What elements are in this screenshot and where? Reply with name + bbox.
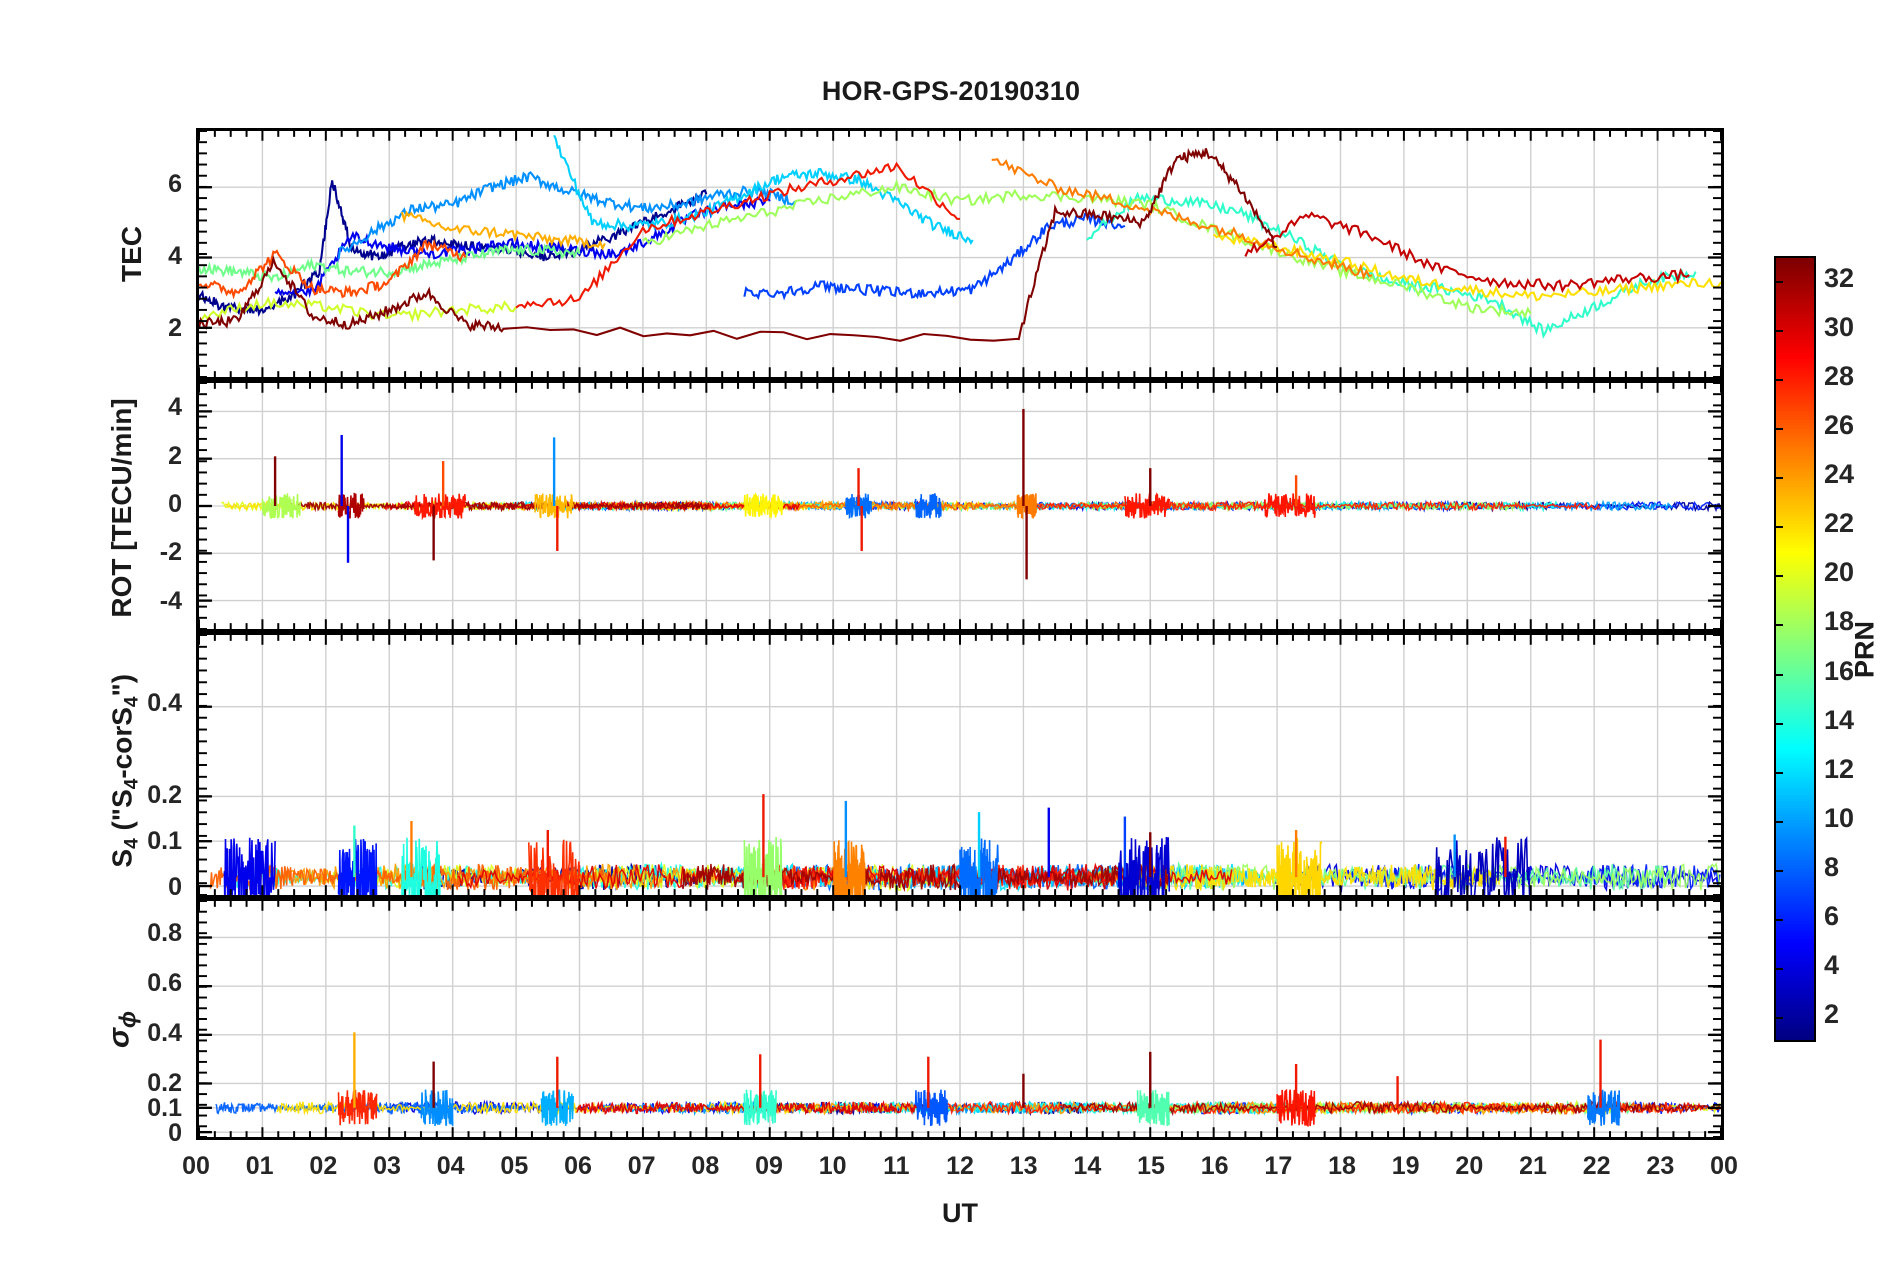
- x-tick-label: 22: [1582, 1152, 1611, 1180]
- colorbar-tick-mark: [1774, 820, 1783, 823]
- colorbar-tick-mark: [1774, 1017, 1783, 1020]
- x-tick-label: 06: [564, 1152, 592, 1180]
- y-tick-label: 0: [168, 1119, 182, 1147]
- x-tick-label: 14: [1073, 1152, 1102, 1180]
- x-tick-label: 11: [883, 1152, 910, 1180]
- colorbar-tick-label: 32: [1824, 262, 1855, 293]
- colorbar-tick-label: 22: [1824, 508, 1855, 539]
- x-tick-label: 01: [245, 1152, 274, 1180]
- x-tick-label: 23: [1646, 1152, 1675, 1180]
- colorbar-tick-mark: [1774, 968, 1783, 971]
- x-tick-label: 04: [436, 1152, 465, 1180]
- rot-plot-area: [199, 383, 1721, 629]
- x-tick-label: 17: [1264, 1152, 1293, 1180]
- colorbar-tick-label: 4: [1824, 950, 1840, 981]
- y-tick-label: 0: [168, 872, 182, 901]
- panel-rot: [196, 380, 1724, 632]
- y-tick-label: -4: [159, 586, 182, 615]
- colorbar-tick-label: 6: [1824, 901, 1840, 932]
- y-tick-label: 2: [168, 313, 182, 342]
- panel-s4: [196, 632, 1724, 898]
- y-tick-label: 4: [168, 393, 182, 422]
- prn-colorbar: [1774, 256, 1816, 1042]
- colorbar-tick-label: 2: [1824, 999, 1840, 1030]
- colorbar-label: PRN: [1849, 621, 1880, 679]
- colorbar-tick-mark: [1774, 624, 1783, 627]
- x-tick-label: 20: [1455, 1152, 1484, 1180]
- x-tick-label: 18: [1328, 1152, 1356, 1180]
- y-tick-label: 0.2: [147, 781, 182, 810]
- colorbar-tick-label: 18: [1824, 606, 1855, 637]
- colorbar-tick-mark: [1774, 919, 1783, 922]
- y-tick-label: 0.4: [147, 1019, 182, 1048]
- colorbar-tick-mark: [1774, 575, 1783, 578]
- x-tick-label: 12: [946, 1152, 974, 1180]
- x-tick-label: 15: [1137, 1152, 1165, 1180]
- colorbar-tick-mark: [1774, 280, 1783, 283]
- x-tick-label: 07: [627, 1152, 656, 1180]
- figure-title: HOR-GPS-20190310: [821, 76, 1081, 106]
- s4-plot-area: [199, 635, 1721, 895]
- colorbar-tick-label: 12: [1824, 753, 1855, 784]
- x-tick-label: 00: [182, 1152, 210, 1180]
- sigma-phi-plot-area: [199, 901, 1721, 1137]
- y-tick-label: -2: [159, 538, 182, 567]
- colorbar-tick-mark: [1774, 673, 1783, 676]
- y-tick-label: 4: [168, 241, 182, 270]
- x-tick-label: 00: [1710, 1152, 1738, 1180]
- colorbar-tick-mark: [1774, 771, 1783, 774]
- colorbar-tick-mark: [1774, 870, 1783, 873]
- colorbar-tick-label: 14: [1824, 704, 1855, 735]
- x-tick-label: 13: [1009, 1152, 1038, 1180]
- x-tick-label: 08: [691, 1152, 720, 1180]
- x-tick-label: 05: [500, 1152, 529, 1180]
- x-tick-label: 16: [1200, 1152, 1229, 1180]
- y-tick-label: 0.1: [147, 826, 182, 855]
- x-axis-label: UT: [942, 1198, 978, 1228]
- colorbar-tick-mark: [1774, 378, 1783, 381]
- x-tick-label: 21: [1519, 1152, 1547, 1180]
- y-tick-label: 2: [168, 441, 182, 470]
- x-tick-label: 09: [755, 1152, 783, 1180]
- colorbar-tick-mark: [1774, 526, 1783, 529]
- x-tick-label: 03: [373, 1152, 401, 1180]
- colorbar-tick-label: 30: [1824, 311, 1855, 342]
- y-tick-label: 0.1: [147, 1094, 182, 1123]
- x-tick-label: 02: [309, 1152, 338, 1180]
- colorbar-tick-label: 16: [1824, 655, 1855, 686]
- colorbar-tick-mark: [1774, 477, 1783, 480]
- tec-plot-area: [199, 131, 1721, 377]
- y-tick-label: 0.6: [147, 969, 182, 998]
- panel-s4-ylabel: S4 ("S4-corS4"): [106, 673, 143, 868]
- y-tick-label: 0: [168, 490, 182, 518]
- panel-sigma-phi: [196, 898, 1724, 1140]
- y-tick-label: 6: [168, 169, 182, 198]
- colorbar-tick-label: 24: [1824, 459, 1855, 490]
- colorbar-tick-label: 10: [1824, 802, 1855, 833]
- colorbar-tick-label: 28: [1824, 360, 1855, 391]
- colorbar-tick-mark: [1774, 329, 1783, 332]
- colorbar-tick-mark: [1774, 427, 1783, 430]
- colorbar-tick-label: 8: [1824, 852, 1840, 883]
- y-tick-label: 0.8: [147, 919, 182, 948]
- x-tick-label: 19: [1391, 1152, 1420, 1180]
- colorbar-tick-label: 20: [1824, 557, 1855, 588]
- x-tick-label: 10: [818, 1152, 847, 1180]
- colorbar-gradient: [1776, 258, 1814, 1041]
- panel-tec: [196, 128, 1724, 380]
- colorbar-tick-mark: [1774, 722, 1783, 725]
- y-tick-label: 0.2: [147, 1069, 182, 1098]
- colorbar-tick-label: 26: [1824, 409, 1855, 440]
- y-tick-label: 0.4: [147, 689, 182, 718]
